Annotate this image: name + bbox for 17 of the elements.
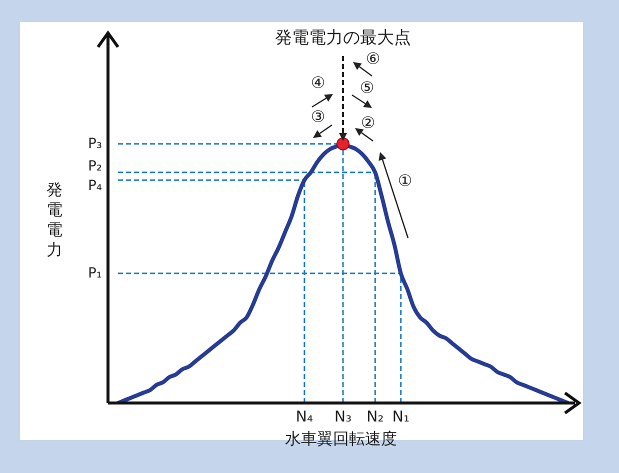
text: 発電電力の最大点 [274, 27, 412, 49]
ref-line-label: P₃ [88, 136, 102, 152]
text: ⑤ [360, 78, 374, 97]
y-axis-title: 発電電力 [46, 180, 63, 260]
annotation: ① [396, 170, 414, 192]
text: ③ [310, 107, 326, 126]
x-axis-title: 水車翼回転速度 [284, 429, 398, 450]
x-tick-label: N₁ [392, 408, 410, 426]
text: ⑥ [364, 48, 382, 70]
x-tick-label: N₂ [366, 408, 384, 426]
x-tick-label: N₃ [334, 408, 352, 426]
ref-line-label: P₂ [88, 158, 102, 174]
text: ② [360, 113, 376, 132]
ref-line-label: P₄ [88, 178, 102, 194]
x-tick-label: N₄ [296, 408, 314, 426]
text: ④ [310, 73, 326, 92]
ref-line-label: P₁ [88, 265, 102, 282]
